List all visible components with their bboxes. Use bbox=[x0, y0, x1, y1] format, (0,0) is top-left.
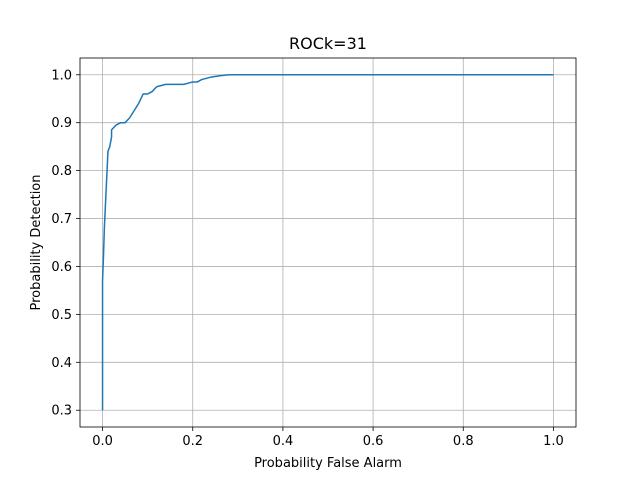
roc-curve-line bbox=[101, 74, 554, 411]
y-tick-label: 0.3 bbox=[51, 404, 72, 419]
y-tick-label: 1.0 bbox=[51, 68, 72, 83]
x-tick-label: 0.4 bbox=[273, 434, 294, 449]
x-tick-label: 0.2 bbox=[182, 434, 203, 449]
plot-frame bbox=[79, 57, 577, 428]
series-layer bbox=[101, 74, 554, 411]
x-ticks: 0.0 0.2 0.4 0.6 0.8 1.0 bbox=[92, 427, 564, 449]
x-tick-label: 1.0 bbox=[543, 434, 564, 449]
y-axis-label: Probability Detection bbox=[29, 174, 44, 310]
chart-title: ROCk=31 bbox=[289, 34, 367, 53]
y-ticks: 0.3 0.4 0.5 0.6 0.7 0.8 0.9 1.0 bbox=[51, 68, 80, 419]
y-tick-label: 0.9 bbox=[51, 116, 72, 131]
grid-lines bbox=[80, 58, 576, 427]
x-tick-label: 0.8 bbox=[453, 434, 474, 449]
y-tick-label: 0.4 bbox=[51, 356, 72, 371]
y-tick-label: 0.8 bbox=[51, 164, 72, 179]
y-tick-label: 0.5 bbox=[51, 308, 72, 323]
x-axis-label: Probability False Alarm bbox=[254, 456, 402, 471]
y-tick-label: 0.6 bbox=[51, 260, 72, 275]
x-tick-label: 0.0 bbox=[92, 434, 113, 449]
y-tick-label: 0.7 bbox=[51, 212, 72, 227]
x-tick-label: 0.6 bbox=[363, 434, 384, 449]
